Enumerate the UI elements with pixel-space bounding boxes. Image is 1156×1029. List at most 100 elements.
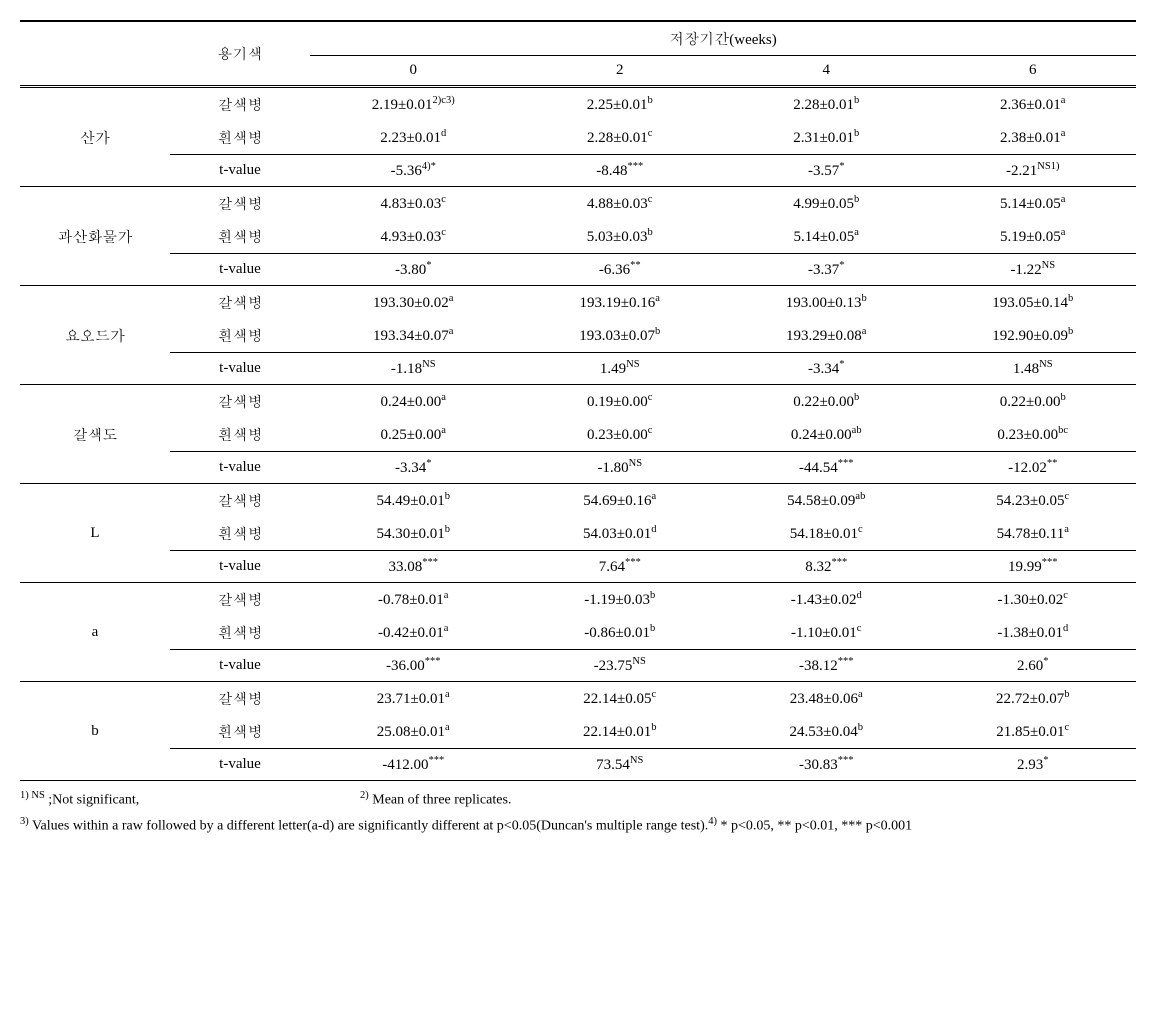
cell-tvalue-0-sup: * <box>426 458 431 469</box>
cell-brown-1: 0.19±0.00c <box>517 385 724 419</box>
row-tvalue-label: t-value <box>170 650 310 682</box>
cell-white-0-sup: c <box>441 227 446 238</box>
cell-tvalue-0-sup: *** <box>425 656 441 667</box>
header-week-6: 6 <box>930 56 1137 87</box>
cell-tvalue-3: -2.21NS1) <box>930 155 1137 187</box>
cell-brown-1-sup: a <box>652 491 657 502</box>
table-row: 흰색병-0.42±0.01a-0.86±0.01b-1.10±0.01c-1.3… <box>20 616 1136 650</box>
cell-white-2: -1.10±0.01c <box>723 616 930 650</box>
row-white-label: 흰색병 <box>170 418 310 452</box>
table-row: 흰색병193.34±0.07a193.03±0.07b193.29±0.08a1… <box>20 319 1136 353</box>
cell-white-1-sup: b <box>651 722 656 733</box>
cell-brown-1-sup: c <box>652 689 657 700</box>
cell-tvalue-3-sup: NS <box>1042 260 1055 271</box>
cell-tvalue-2: -3.37* <box>723 254 930 286</box>
cell-white-2: 0.24±0.00ab <box>723 418 930 452</box>
cell-brown-3-sup: a <box>1061 95 1066 106</box>
table-row: L갈색병54.49±0.01b54.69±0.16a54.58±0.09ab54… <box>20 484 1136 518</box>
cell-brown-3-sup: c <box>1063 590 1068 601</box>
cell-white-3: 54.78±0.11a <box>930 517 1137 551</box>
cell-white-0-sup: d <box>441 128 446 139</box>
cell-tvalue-0: -36.00*** <box>310 650 517 682</box>
cell-brown-0: 0.24±0.00a <box>310 385 517 419</box>
row-tvalue-label: t-value <box>170 155 310 187</box>
group-header: 산가 <box>20 87 170 187</box>
header-container: 용기색 <box>170 21 310 87</box>
cell-white-0: 4.93±0.03c <box>310 220 517 254</box>
row-white-label: 흰색병 <box>170 319 310 353</box>
table-row: t-value-3.80*-6.36**-3.37*-1.22NS <box>20 254 1136 286</box>
footnote-3: 4) * p<0.05, ** p<0.01, *** p<0.001 <box>708 813 912 839</box>
cell-white-3: -1.38±0.01d <box>930 616 1137 650</box>
cell-tvalue-2: -3.57* <box>723 155 930 187</box>
cell-white-3-sup: a <box>1064 524 1069 535</box>
cell-brown-2: 23.48±0.06a <box>723 682 930 716</box>
footnote-1b: 2) Mean of three replicates. <box>360 787 511 813</box>
cell-white-1-sup: c <box>648 128 653 139</box>
cell-white-1-sup: b <box>647 227 652 238</box>
cell-brown-3: 193.05±0.14b <box>930 286 1137 320</box>
cell-brown-0-sup: c <box>441 194 446 205</box>
cell-tvalue-1: -8.48*** <box>517 155 724 187</box>
table-row: b갈색병23.71±0.01a22.14±0.05c23.48±0.06a22.… <box>20 682 1136 716</box>
row-white-label: 흰색병 <box>170 616 310 650</box>
cell-white-1: 0.23±0.00c <box>517 418 724 452</box>
cell-tvalue-3: 2.93* <box>930 749 1137 781</box>
cell-tvalue-1: -23.75NS <box>517 650 724 682</box>
cell-tvalue-0: -412.00*** <box>310 749 517 781</box>
table-row: 과산화물가갈색병4.83±0.03c4.88±0.03c4.99±0.05b5.… <box>20 187 1136 221</box>
cell-brown-3-sup: a <box>1061 194 1066 205</box>
table-row: 흰색병4.93±0.03c5.03±0.03b5.14±0.05a5.19±0.… <box>20 220 1136 254</box>
cell-white-0: 2.23±0.01d <box>310 121 517 155</box>
cell-brown-2: 2.28±0.01b <box>723 87 930 122</box>
data-table: 용기색 저장기간(weeks) 0 2 4 6 산가갈색병2.19±0.012)… <box>20 20 1136 781</box>
group-header: 요오드가 <box>20 286 170 385</box>
cell-tvalue-3-sup: ** <box>1047 458 1058 469</box>
cell-brown-0-sup: a <box>449 293 454 304</box>
cell-tvalue-3-sup: *** <box>1042 557 1058 568</box>
cell-white-1: 193.03±0.07b <box>517 319 724 353</box>
footnote-3-sup: 4) <box>708 816 717 827</box>
cell-white-2-sup: ab <box>852 425 862 436</box>
cell-brown-2-sup: b <box>854 194 859 205</box>
cell-brown-3: -1.30±0.02c <box>930 583 1137 617</box>
cell-tvalue-3: 1.48NS <box>930 353 1137 385</box>
group-header: b <box>20 682 170 781</box>
header-period: 저장기간(weeks) <box>310 21 1136 56</box>
cell-tvalue-3-sup: * <box>1043 755 1048 766</box>
cell-brown-3: 0.22±0.00b <box>930 385 1137 419</box>
cell-brown-3: 2.36±0.01a <box>930 87 1137 122</box>
cell-tvalue-1-sup: *** <box>628 161 644 172</box>
cell-brown-3-sup: b <box>1060 392 1065 403</box>
cell-brown-1: 2.25±0.01b <box>517 87 724 122</box>
cell-white-2: 54.18±0.01c <box>723 517 930 551</box>
cell-brown-0: 54.49±0.01b <box>310 484 517 518</box>
cell-white-1: 22.14±0.01b <box>517 715 724 749</box>
cell-tvalue-1-sup: NS <box>632 656 645 667</box>
cell-tvalue-1: -6.36** <box>517 254 724 286</box>
cell-white-1: 5.03±0.03b <box>517 220 724 254</box>
cell-white-1-sup: b <box>650 623 655 634</box>
table-header: 용기색 저장기간(weeks) 0 2 4 6 <box>20 21 1136 87</box>
row-white-label: 흰색병 <box>170 715 310 749</box>
cell-white-1: 54.03±0.01d <box>517 517 724 551</box>
cell-tvalue-0: 33.08*** <box>310 551 517 583</box>
cell-tvalue-3: -12.02** <box>930 452 1137 484</box>
row-brown-label: 갈색병 <box>170 385 310 419</box>
table-row: 흰색병54.30±0.01b54.03±0.01d54.18±0.01c54.7… <box>20 517 1136 551</box>
footnote-3-text: * p<0.05, ** p<0.01, *** p<0.001 <box>720 819 912 834</box>
cell-white-3-sup: d <box>1063 623 1068 634</box>
cell-brown-2: 4.99±0.05b <box>723 187 930 221</box>
cell-tvalue-0-sup: *** <box>429 755 445 766</box>
table-row: 흰색병25.08±0.01a22.14±0.01b24.53±0.04b21.8… <box>20 715 1136 749</box>
cell-brown-1: 193.19±0.16a <box>517 286 724 320</box>
table-row: 갈색도갈색병0.24±0.00a0.19±0.00c0.22±0.00b0.22… <box>20 385 1136 419</box>
group-header: 과산화물가 <box>20 187 170 286</box>
cell-tvalue-3-sup: * <box>1043 656 1048 667</box>
row-brown-label: 갈색병 <box>170 484 310 518</box>
cell-tvalue-2-sup: * <box>839 260 844 271</box>
cell-white-2: 193.29±0.08a <box>723 319 930 353</box>
cell-tvalue-2-sup: *** <box>838 656 854 667</box>
table-row: t-value33.08***7.64***8.32***19.99*** <box>20 551 1136 583</box>
table-body: 산가갈색병2.19±0.012)c3)2.25±0.01b2.28±0.01b2… <box>20 87 1136 781</box>
